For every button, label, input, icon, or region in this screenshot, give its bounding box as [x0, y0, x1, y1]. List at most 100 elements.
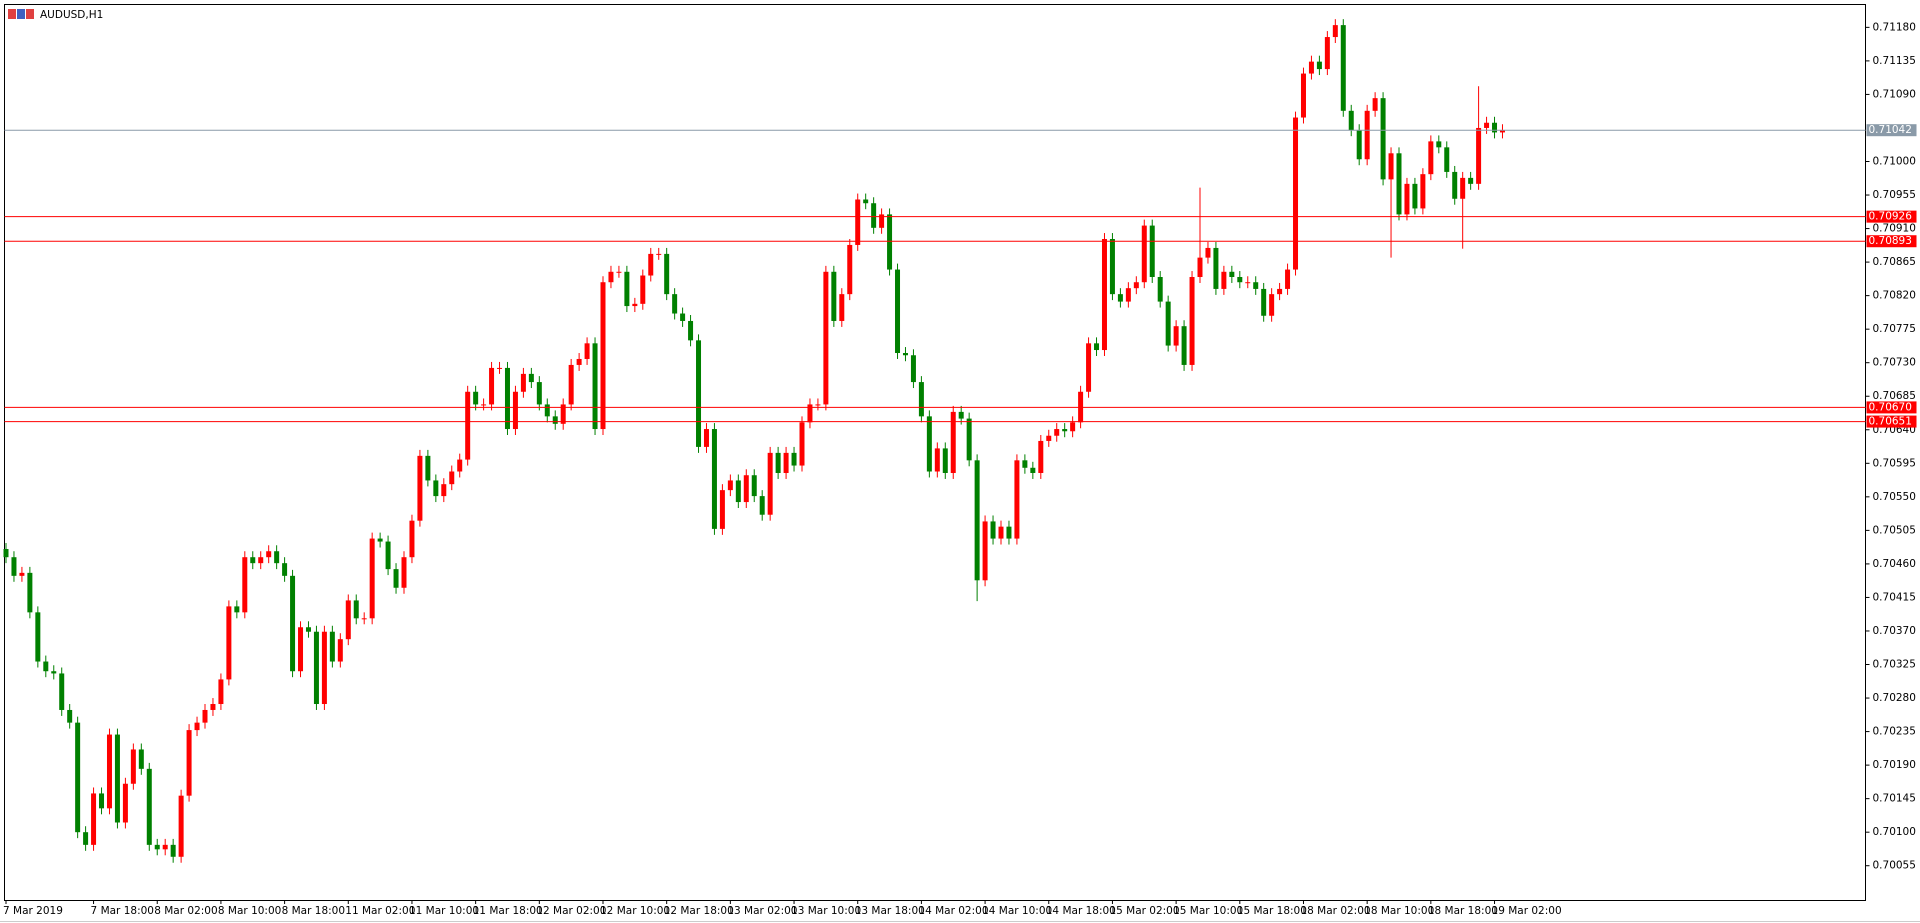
- candle-body: [624, 271, 630, 307]
- candle-body: [934, 448, 940, 472]
- candle-body: [242, 557, 248, 613]
- candle-body: [130, 749, 136, 784]
- candle-body: [863, 199, 869, 204]
- candle-body: [1006, 526, 1012, 539]
- candle-body: [688, 320, 694, 341]
- candle-body: [703, 429, 709, 447]
- x-tick-label: 15 Mar 02:00: [1109, 905, 1179, 917]
- candle-body: [576, 358, 582, 365]
- y-tick-label: 0.70865: [1873, 256, 1916, 268]
- candle-body: [234, 606, 240, 613]
- y-tick-label: 0.70775: [1873, 323, 1916, 335]
- x-tick-label: 15 Mar 10:00: [1173, 905, 1243, 917]
- candle-body: [823, 271, 829, 405]
- candle-body: [711, 429, 717, 529]
- y-tick-label: 0.70235: [1873, 726, 1916, 738]
- candle-body: [871, 203, 877, 228]
- x-tick-label: 12 Mar 10:00: [600, 905, 670, 917]
- y-tick-label: 0.70910: [1873, 223, 1916, 235]
- candle-body: [194, 722, 200, 731]
- candle-body: [1245, 282, 1251, 284]
- candle-body: [154, 844, 160, 850]
- candle-body: [1237, 277, 1243, 283]
- candle-body: [122, 783, 128, 823]
- candle-body: [1388, 153, 1394, 180]
- candle-body: [186, 730, 192, 796]
- candle-body: [743, 475, 749, 503]
- candle-body: [210, 704, 216, 710]
- icon-part: [8, 9, 16, 19]
- candle-body: [1484, 122, 1490, 128]
- candle-body: [313, 631, 319, 705]
- candle-body: [11, 557, 17, 576]
- candle-body: [942, 448, 948, 473]
- candle-body: [27, 572, 33, 613]
- candle-body: [99, 793, 105, 809]
- candle-body: [1197, 257, 1203, 278]
- candle-body: [321, 631, 327, 705]
- candle-body: [1022, 460, 1028, 468]
- candle-body: [1014, 460, 1020, 539]
- candle-body: [600, 282, 606, 430]
- candle-body: [337, 639, 343, 662]
- candle-body: [43, 661, 49, 672]
- candle-body: [1300, 73, 1306, 118]
- y-tick-label: 0.70055: [1873, 860, 1916, 872]
- candle-body: [35, 612, 41, 662]
- symbol-icon: [8, 9, 34, 19]
- level-label: 0.70651: [1869, 416, 1912, 428]
- y-tick-label: 0.70370: [1873, 625, 1916, 637]
- x-tick-label: 19 Mar 02:00: [1492, 905, 1562, 917]
- candle-body: [560, 404, 566, 424]
- candle-body: [1444, 147, 1450, 172]
- candle-body: [950, 411, 956, 473]
- candle-body: [680, 313, 686, 321]
- candle-body: [958, 411, 964, 419]
- candle-body: [552, 416, 558, 424]
- candle-body: [751, 475, 757, 497]
- candle-body: [1285, 269, 1291, 289]
- candle-body: [608, 271, 614, 283]
- y-tick-label: 0.70190: [1873, 759, 1916, 771]
- candle-body: [544, 404, 550, 417]
- level-label-box: [1866, 235, 1917, 248]
- icon-part: [17, 9, 25, 19]
- candle-body: [59, 673, 65, 710]
- y-tick-label: 0.70550: [1873, 491, 1916, 503]
- candle-body: [1499, 130, 1505, 133]
- candle-body: [815, 404, 821, 406]
- candle-body: [648, 253, 654, 276]
- x-tick-label: 12 Mar 02:00: [536, 905, 606, 917]
- candle-body: [465, 391, 471, 460]
- candle-body: [966, 418, 972, 461]
- candle-body: [783, 452, 789, 473]
- level-label-box: [1866, 401, 1917, 414]
- candle-body: [457, 459, 463, 472]
- candle-body: [1062, 429, 1068, 432]
- candle-body: [298, 627, 304, 672]
- candle-body: [855, 199, 861, 245]
- y-tick-label: 0.70415: [1873, 591, 1916, 603]
- candle-body: [1340, 25, 1346, 111]
- x-tick-label: 15 Mar 18:00: [1237, 905, 1307, 917]
- candle-body: [83, 832, 89, 845]
- candle-body: [672, 294, 678, 314]
- candle-body: [926, 416, 932, 472]
- y-tick-label: 0.71180: [1873, 21, 1916, 33]
- candle-body: [719, 490, 725, 529]
- candle-body: [1038, 440, 1044, 473]
- candle-body: [1141, 225, 1147, 283]
- candle-body: [775, 452, 781, 473]
- candle-body: [982, 521, 988, 581]
- candle-body: [1253, 282, 1259, 289]
- candle-body: [887, 214, 893, 270]
- candle-body: [1316, 61, 1322, 70]
- candle-body: [1404, 183, 1410, 215]
- candle-body: [1125, 288, 1131, 302]
- candle-body: [258, 557, 264, 564]
- plot-area: [3, 19, 1505, 863]
- candle-body: [735, 480, 741, 503]
- y-tick-label: 0.70325: [1873, 659, 1916, 671]
- y-tick-label: 0.70685: [1873, 390, 1916, 402]
- y-tick-label: 0.71000: [1873, 155, 1916, 167]
